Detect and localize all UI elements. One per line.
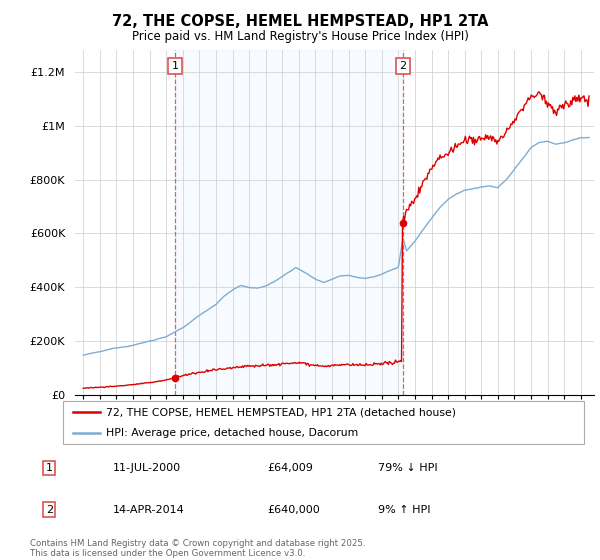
Text: Price paid vs. HM Land Registry's House Price Index (HPI): Price paid vs. HM Land Registry's House … [131, 30, 469, 43]
FancyBboxPatch shape [62, 402, 584, 444]
Text: 11-JUL-2000: 11-JUL-2000 [113, 463, 181, 473]
Text: £64,009: £64,009 [268, 463, 313, 473]
Text: 2: 2 [400, 61, 407, 71]
Text: £640,000: £640,000 [268, 505, 320, 515]
Text: 72, THE COPSE, HEMEL HEMPSTEAD, HP1 2TA: 72, THE COPSE, HEMEL HEMPSTEAD, HP1 2TA [112, 14, 488, 29]
Text: Contains HM Land Registry data © Crown copyright and database right 2025.
This d: Contains HM Land Registry data © Crown c… [30, 539, 365, 558]
Text: 1: 1 [46, 463, 53, 473]
Text: 9% ↑ HPI: 9% ↑ HPI [378, 505, 430, 515]
Text: 14-APR-2014: 14-APR-2014 [113, 505, 185, 515]
Text: 79% ↓ HPI: 79% ↓ HPI [378, 463, 437, 473]
Bar [175, 50, 403, 395]
Text: 2: 2 [46, 505, 53, 515]
Text: HPI: Average price, detached house, Dacorum: HPI: Average price, detached house, Daco… [106, 428, 359, 438]
Text: 1: 1 [172, 61, 178, 71]
Text: 72, THE COPSE, HEMEL HEMPSTEAD, HP1 2TA (detached house): 72, THE COPSE, HEMEL HEMPSTEAD, HP1 2TA … [106, 408, 457, 418]
